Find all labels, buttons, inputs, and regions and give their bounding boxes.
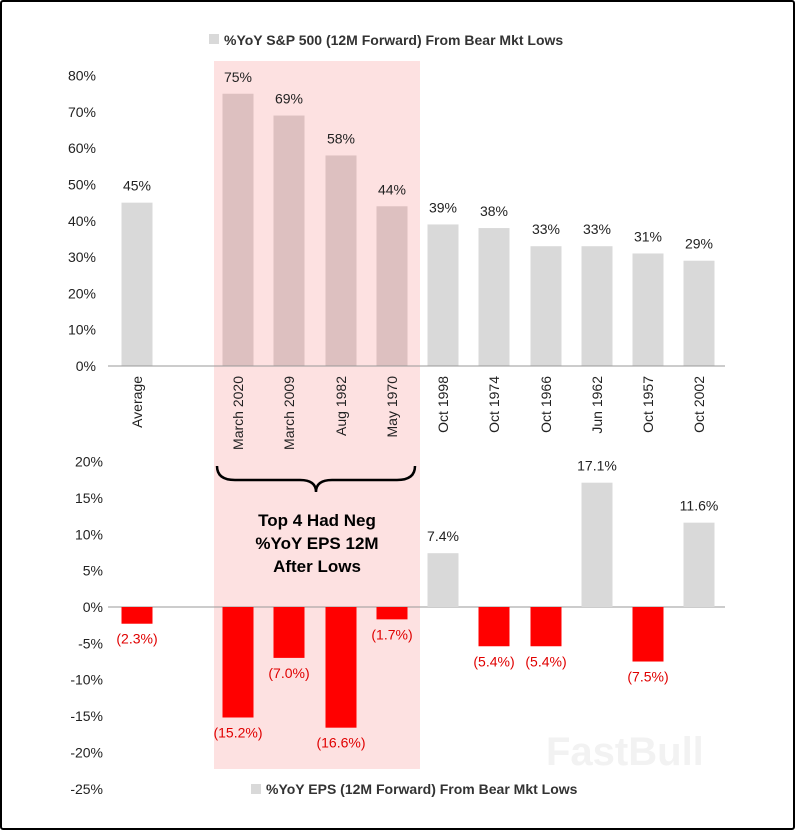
bottom-legend-label: %YoY EPS (12M Forward) From Bear Mkt Low… (266, 781, 578, 797)
bottom-bar (121, 607, 153, 624)
top-value-label: 69% (275, 91, 303, 107)
top-bar (121, 202, 153, 366)
top-value-label: 38% (480, 203, 508, 219)
top-ytick-label: 60% (68, 140, 96, 156)
top-bar (325, 155, 357, 366)
top-ytick-label: 50% (68, 177, 96, 193)
top-bar (273, 115, 305, 366)
top-bar (222, 93, 254, 366)
bottom-value-label: 11.6% (680, 498, 719, 514)
category-label: May 1970 (384, 376, 400, 438)
top-value-label: 44% (378, 181, 406, 197)
bottom-value-label: (7.0%) (268, 665, 309, 681)
annotation-line: %YoY EPS 12M (255, 534, 378, 553)
bottom-bar (376, 607, 408, 620)
watermark: FastBull (546, 730, 704, 774)
category-label: Jun 1962 (589, 376, 605, 434)
annotation-line: After Lows (273, 557, 361, 576)
top-bar (581, 246, 613, 366)
top-legend-label: %YoY S&P 500 (12M Forward) From Bear Mkt… (224, 32, 563, 48)
top-value-label: 33% (583, 221, 611, 237)
top-bar (632, 253, 664, 366)
top-value-label: 33% (532, 221, 560, 237)
top-value-label: 58% (327, 130, 355, 146)
bottom-value-label: 7.4% (427, 528, 459, 544)
bottom-value-label: 17.1% (577, 458, 617, 474)
bottom-bar (273, 607, 305, 658)
category-label: March 2009 (281, 376, 297, 450)
top-bar (683, 260, 715, 366)
top-ytick-label: 40% (68, 213, 96, 229)
category-label: Aug 1982 (333, 376, 349, 436)
top-bar (376, 206, 408, 366)
top-value-label: 39% (429, 199, 457, 215)
category-label: Oct 1966 (538, 376, 554, 433)
bottom-bar (325, 607, 357, 728)
top-ytick-label: 20% (68, 285, 96, 301)
top-ytick-label: 70% (68, 104, 96, 120)
bottom-bar (478, 607, 510, 647)
top-bar (530, 246, 562, 366)
bottom-value-label: (16.6%) (316, 735, 365, 751)
bottom-value-label: (7.5%) (627, 669, 668, 685)
bottom-value-label: (5.4%) (473, 653, 514, 669)
bottom-value-label: (1.7%) (371, 626, 412, 642)
bottom-bar (530, 607, 562, 647)
bottom-bar (427, 553, 459, 607)
bottom-ytick-label: 10% (75, 526, 103, 542)
bottom-bar (632, 607, 664, 662)
category-label: Average (129, 376, 145, 428)
bottom-value-label: (15.2%) (213, 725, 262, 741)
category-label: Oct 1998 (435, 376, 451, 433)
brace (215, 465, 417, 493)
bottom-ytick-label: 20% (75, 454, 103, 470)
top-value-label: 75% (224, 69, 252, 85)
top-value-label: 31% (634, 228, 662, 244)
annotation-line: Top 4 Had Neg (258, 511, 376, 530)
bottom-bar (581, 482, 613, 607)
top-value-label: 29% (685, 236, 713, 252)
category-label: Oct 1957 (640, 376, 656, 433)
bottom-ytick-label: -25% (70, 781, 103, 797)
bottom-value-label: (2.3%) (116, 631, 157, 647)
bottom-ytick-label: -5% (78, 635, 103, 651)
top-ytick-label: 10% (68, 322, 96, 338)
bottom-ytick-label: -20% (70, 744, 103, 760)
category-label: Oct 1974 (486, 376, 502, 433)
top-legend-swatch (209, 34, 219, 44)
top-bar (427, 224, 459, 366)
top-ytick-label: 30% (68, 249, 96, 265)
bottom-bar (222, 607, 254, 718)
bottom-legend-swatch (251, 784, 261, 794)
bottom-ytick-label: 5% (83, 563, 103, 579)
top-ytick-label: 80% (68, 68, 96, 84)
bottom-ytick-label: -10% (70, 672, 103, 688)
category-label: March 2020 (230, 376, 246, 450)
top-bar (478, 228, 510, 366)
bottom-value-label: (5.4%) (525, 653, 566, 669)
category-label: Oct 2002 (691, 376, 707, 433)
top-value-label: 45% (123, 178, 151, 194)
bottom-bar (683, 522, 715, 607)
bottom-ytick-label: 15% (75, 490, 103, 506)
bottom-ytick-label: 0% (83, 599, 103, 615)
top-ytick-label: 0% (76, 358, 96, 374)
bottom-ytick-label: -15% (70, 708, 103, 724)
